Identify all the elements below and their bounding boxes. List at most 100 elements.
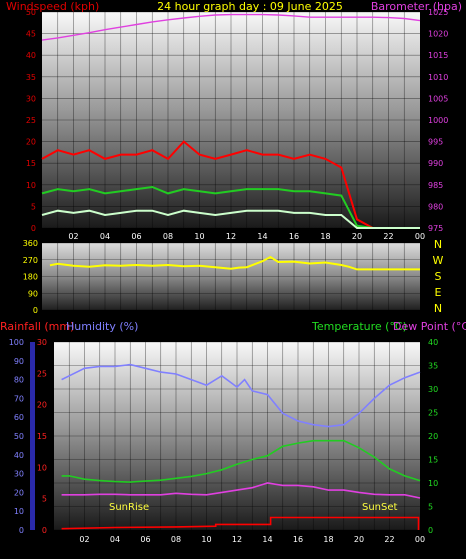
windspeed-tick-labels: 0 5 10 15 20 25 30 35 40 45 50 xyxy=(26,8,36,233)
x-tick-label: 14 xyxy=(262,535,272,544)
humidity-tick-label: 50 xyxy=(14,432,24,441)
humidity-axis-title: Humidity (%) xyxy=(66,320,138,333)
compass-label: N xyxy=(434,238,442,251)
barometer-tick-label: 1005 xyxy=(428,94,448,103)
x-tick-label: 04 xyxy=(100,232,110,241)
x-tick-label: 22 xyxy=(384,535,394,544)
x-tick-label: 00 xyxy=(415,232,425,241)
x-tick-label: 18 xyxy=(320,232,330,241)
windspeed-tick-label: 45 xyxy=(26,30,36,39)
temperature-tick-label: 0 xyxy=(428,526,433,535)
x-tick-label: 16 xyxy=(293,535,303,544)
series-line xyxy=(61,363,421,428)
windspeed-tick-label: 15 xyxy=(26,159,36,168)
sunset-label: SunSet xyxy=(362,502,398,513)
direction-tick-label: 0 xyxy=(33,306,38,315)
temp-series xyxy=(61,363,421,530)
humidity-tick-label: 20 xyxy=(14,488,24,497)
direction-tick-label: 360 xyxy=(23,239,38,248)
series-line xyxy=(41,209,420,229)
windspeed-tick-label: 5 xyxy=(31,202,36,211)
x-tick-label: 20 xyxy=(354,535,364,544)
compass-label: E xyxy=(435,286,442,299)
humidity-tick-label: 70 xyxy=(14,394,24,403)
temperature-tick-label: 35 xyxy=(428,362,438,371)
barometer-axis-title: Barometer (hpa) xyxy=(371,0,462,13)
x-tick-label: 06 xyxy=(131,232,141,241)
series-line xyxy=(49,255,420,271)
direction-tick-label: 270 xyxy=(23,256,38,265)
rainfall-tick-label: 10 xyxy=(37,463,47,472)
barometer-tick-label: 1025 xyxy=(428,8,448,17)
temperature-tick-label: 20 xyxy=(428,432,438,441)
temp-grid xyxy=(54,341,420,531)
rainfall-tick-label: 15 xyxy=(37,432,47,441)
x-tick-label: 12 xyxy=(226,232,236,241)
humidity-tick-label: 10 xyxy=(14,507,24,516)
barometer-tick-label: 1020 xyxy=(428,30,448,39)
rainfall-tick-label: 30 xyxy=(37,338,47,347)
humidity-tick-label: 60 xyxy=(14,413,24,422)
windspeed-tick-label: 25 xyxy=(26,116,36,125)
direction-degree-labels: 0 90 180 270 360 xyxy=(23,239,38,315)
series-line xyxy=(61,482,421,499)
x-tick-label: 12 xyxy=(232,535,242,544)
temperature-tick-label: 10 xyxy=(428,479,438,488)
x-tick-label: 08 xyxy=(171,535,181,544)
windspeed-tick-label: 10 xyxy=(26,181,36,190)
series-line xyxy=(61,516,420,530)
barometer-tick-labels: 975 980 985 990 995 1000 1005 1010 1015 1020 1025 xyxy=(428,8,448,233)
rainfall-tick-label: 0 xyxy=(42,526,47,535)
humidity-tick-label: 40 xyxy=(14,451,24,460)
windspeed-tick-label: 40 xyxy=(26,51,36,60)
direction-series xyxy=(49,255,420,271)
windspeed-tick-label: 35 xyxy=(26,73,36,82)
windspeed-axis-title: Windspeed (kph) xyxy=(6,0,99,13)
barometer-tick-label: 985 xyxy=(428,181,443,190)
humidity-tick-label: 0 xyxy=(19,526,24,535)
humidity-tick-labels: 0 10 20 30 40 50 60 70 80 90 100 xyxy=(9,338,24,535)
temperature-tick-label: 40 xyxy=(428,338,438,347)
temperature-tick-label: 30 xyxy=(428,385,438,394)
compass-label: N xyxy=(434,302,442,315)
barometer-tick-label: 990 xyxy=(428,159,443,168)
x-tick-label: 10 xyxy=(194,232,204,241)
x-tick-label: 04 xyxy=(110,535,120,544)
dewpoint-axis-title: Dew Point (°C) xyxy=(393,320,466,333)
x-tick-label: 02 xyxy=(68,232,78,241)
series-line xyxy=(41,185,420,229)
windspeed-tick-label: 0 xyxy=(31,224,36,233)
direction-grid xyxy=(42,242,420,311)
temperature-tick-labels: 0 5 10 15 20 25 30 35 40 xyxy=(428,338,438,535)
direction-tick-label: 180 xyxy=(23,273,38,282)
humidity-axis-bar xyxy=(30,342,35,530)
rainfall-tick-label: 25 xyxy=(37,369,47,378)
x-tick-label: 20 xyxy=(352,232,362,241)
x-tick-label: 22 xyxy=(383,232,393,241)
rainfall-tick-label: 5 xyxy=(42,495,47,504)
temperature-tick-label: 15 xyxy=(428,456,438,465)
temperature-tick-label: 25 xyxy=(428,409,438,418)
x-tick-label: 14 xyxy=(257,232,267,241)
humidity-tick-label: 30 xyxy=(14,470,24,479)
barometer-tick-label: 1000 xyxy=(428,116,448,125)
wind-x-tick-labels: 02 04 06 08 10 12 14 16 18 20 22 00 xyxy=(68,232,425,241)
series-line xyxy=(41,13,421,41)
barometer-tick-label: 980 xyxy=(428,202,443,211)
humidity-tick-label: 100 xyxy=(9,338,24,347)
windspeed-tick-label: 30 xyxy=(26,94,36,103)
temperature-humidity-panel: 0 10 20 30 40 50 60 70 80 90 100 0 5 10 15 20 25 30 0 5 10… xyxy=(0,320,466,544)
barometer-tick-label: 995 xyxy=(428,138,443,147)
x-tick-label: 10 xyxy=(201,535,211,544)
temperature-axis-title: Temperature (°C) xyxy=(311,320,407,333)
compass-label: W xyxy=(433,254,444,267)
x-tick-label: 00 xyxy=(415,535,425,544)
wind-series xyxy=(41,13,421,229)
series-line xyxy=(41,140,420,229)
windspeed-tick-label: 50 xyxy=(26,8,36,17)
